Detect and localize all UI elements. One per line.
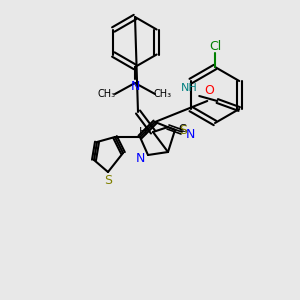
Text: O: O xyxy=(204,85,214,98)
Text: S: S xyxy=(104,173,112,187)
Text: N: N xyxy=(135,152,145,166)
Text: N: N xyxy=(130,80,140,94)
Text: NH: NH xyxy=(181,83,198,93)
Text: S: S xyxy=(179,124,187,136)
Text: N: N xyxy=(185,128,195,142)
Text: CH₃: CH₃ xyxy=(98,89,116,99)
Text: CH₃: CH₃ xyxy=(154,89,172,99)
Text: Cl: Cl xyxy=(209,40,221,53)
Text: H: H xyxy=(139,127,147,137)
Text: C: C xyxy=(178,124,186,134)
